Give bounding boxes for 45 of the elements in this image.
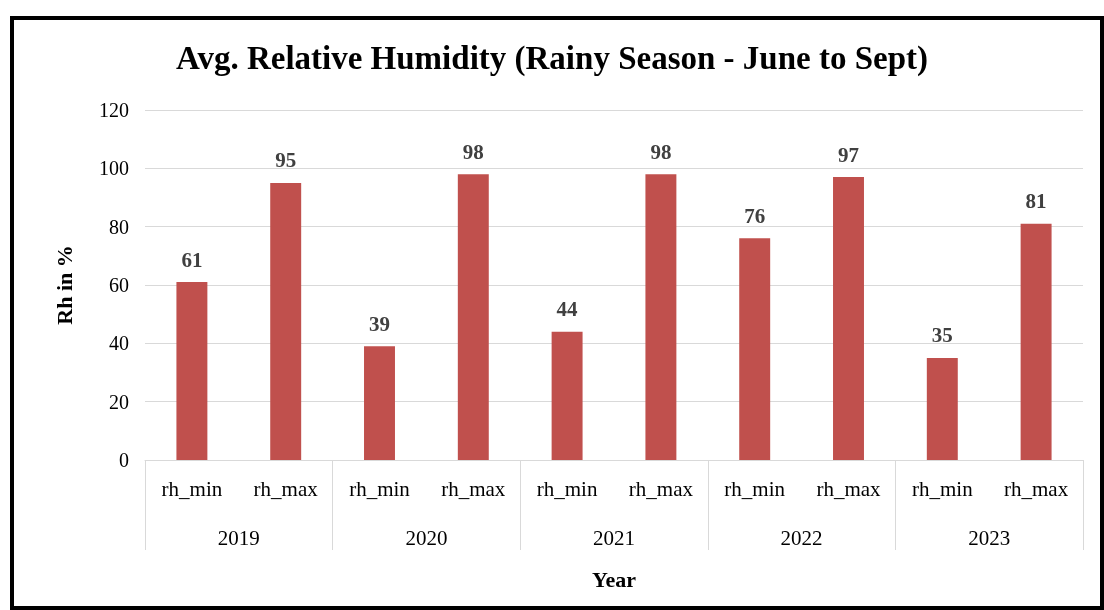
data-label: 61	[181, 247, 203, 272]
x-tick-label: rh_max	[1004, 476, 1069, 501]
x-tick-label: rh_max	[253, 476, 319, 501]
y-tick-label: 60	[109, 274, 129, 296]
data-label: 98	[650, 139, 672, 164]
bar	[176, 282, 208, 460]
bar	[926, 357, 958, 460]
text: 2020	[405, 526, 448, 550]
y-tick-label: 100	[99, 157, 129, 180]
y-tick-label: 0	[119, 449, 129, 471]
data-label: 35	[931, 323, 953, 348]
chart-title: Avg. Relative Humidity (Rainy Season - June to Sept)	[176, 39, 928, 77]
y-tick-label: 20	[109, 390, 129, 413]
x-axis-title: Year	[592, 566, 637, 592]
text: 2019	[217, 526, 260, 550]
x-tick-label: rh_min	[911, 476, 974, 501]
x-tick-label: rh_max	[816, 476, 882, 501]
data-label: 81	[1025, 189, 1047, 214]
x-tick-label: rh_min	[724, 476, 786, 501]
bar	[739, 238, 771, 460]
y-tick-label: 120	[99, 99, 129, 121]
y-tick-label: 80	[109, 215, 129, 238]
bar	[457, 174, 489, 460]
y-tick-label: 40	[109, 332, 129, 355]
text: 2022	[780, 526, 823, 550]
x-tick-label: rh_max	[628, 476, 694, 501]
text: 2023	[968, 526, 1011, 550]
data-label: 95	[275, 148, 297, 173]
x-tick-label: rh_min	[349, 476, 411, 501]
bar	[645, 174, 677, 460]
bar	[1020, 223, 1052, 460]
bar	[270, 182, 302, 460]
x-tick-label: rh_max	[441, 476, 506, 501]
x-tick-label: rh_min	[161, 476, 223, 501]
data-label: 76	[744, 203, 766, 228]
data-label: 44	[556, 297, 579, 322]
text: 2021	[593, 526, 635, 550]
data-label: 39	[369, 311, 390, 336]
bar	[833, 177, 864, 460]
data-label: 97	[838, 142, 859, 167]
y-axis-title: Rh in %	[51, 245, 77, 325]
bar	[364, 346, 395, 460]
x-tick-label: rh_min	[536, 476, 598, 501]
bar	[551, 331, 583, 460]
data-label: 98	[462, 139, 484, 164]
